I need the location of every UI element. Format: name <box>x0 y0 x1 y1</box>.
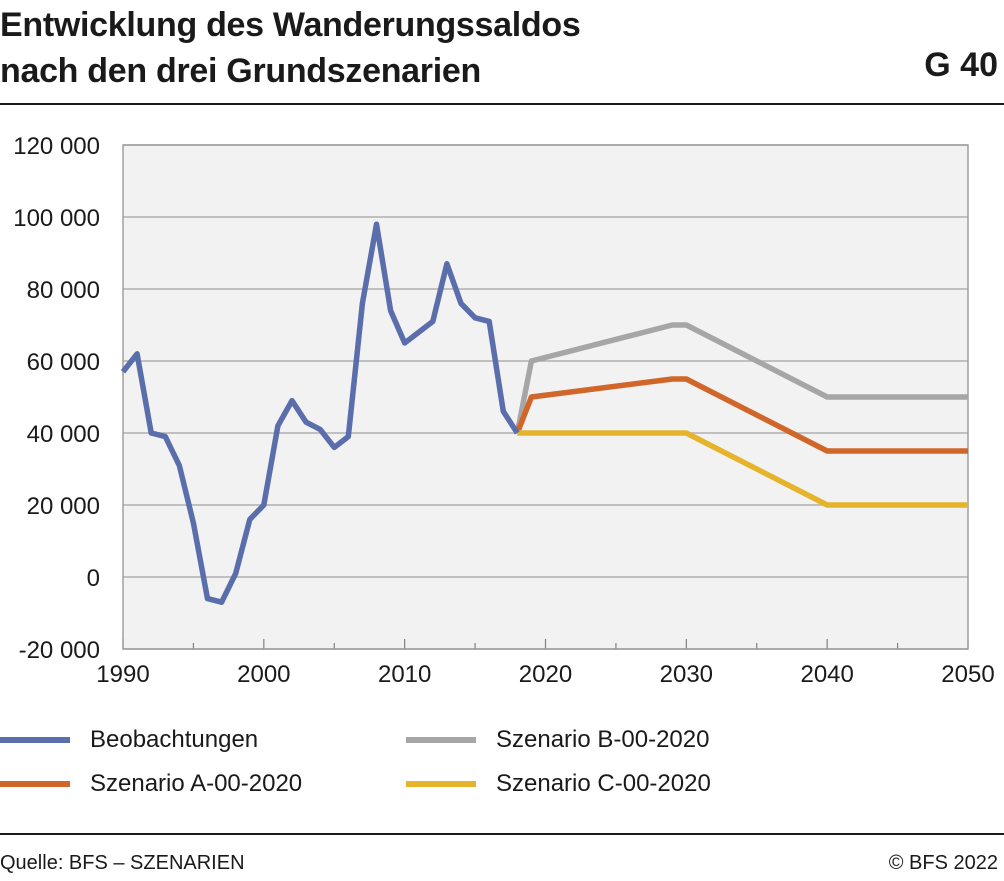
y-tick-label: 40 000 <box>27 421 100 448</box>
legend-label-szenario-c: Szenario C-00-2020 <box>496 770 711 797</box>
y-tick-label: 20 000 <box>27 493 100 520</box>
legend-label-szenario-b: Szenario B-00-2020 <box>496 726 710 753</box>
legend-item-szenario-b: Szenario B-00-2020 <box>406 726 709 754</box>
series-line-szenario-b-00-2020 <box>514 322 968 434</box>
x-tick-label: 2050 <box>941 661 994 688</box>
chart-number-badge: G 40 <box>924 46 998 84</box>
x-tick-label: 1990 <box>96 661 149 688</box>
y-tick-label: 0 <box>87 565 100 592</box>
x-tick-label: 2020 <box>519 661 572 688</box>
series-line-szenario-c-00-2020 <box>517 430 968 508</box>
y-tick-label: 100 000 <box>13 205 100 232</box>
y-tick-label: 120 000 <box>13 133 100 160</box>
y-tick-label: 80 000 <box>27 277 100 304</box>
legend-item-szenario-c: Szenario C-00-2020 <box>406 770 711 798</box>
legend-item-szenario-a: Szenario A-00-2020 <box>0 770 302 798</box>
footer-rule <box>0 833 1004 835</box>
chart-title: Entwicklung des Wanderungssaldos nach de… <box>0 2 860 94</box>
line-chart: -20 000 0 20 000 40 000 60 000 80 000 100 000 1… <box>13 133 994 688</box>
chart-title-line-1: Entwicklung des Wanderungssaldos <box>0 6 581 44</box>
legend-swatch-szenario-c <box>406 781 476 787</box>
legend-swatch-szenario-a <box>0 781 70 787</box>
chart-title-line-2: nach den drei Grundszenarien <box>0 52 481 90</box>
series-line-szenario-a-00-2020 <box>514 376 968 454</box>
header-rule <box>0 103 1004 105</box>
y-tick-label: 60 000 <box>27 349 100 376</box>
x-tick-label: 2040 <box>800 661 853 688</box>
series-line-beobachtungen <box>120 221 520 605</box>
legend-label-szenario-a: Szenario A-00-2020 <box>90 770 303 797</box>
x-tick-label: 2010 <box>378 661 431 688</box>
legend-swatch-szenario-b <box>406 737 476 743</box>
legend-label-beobachtungen: Beobachtungen <box>90 726 259 753</box>
legend-item-beobachtungen: Beobachtungen <box>0 726 258 754</box>
x-tick-label: 2030 <box>660 661 713 688</box>
source-note: Quelle: BFS – SZENARIEN <box>0 852 245 874</box>
x-tick-label: 2000 <box>237 661 290 688</box>
copyright-note: © BFS 2022 <box>888 852 998 874</box>
y-tick-label: -20 000 <box>19 637 100 664</box>
legend-swatch-beobachtungen <box>0 737 70 743</box>
